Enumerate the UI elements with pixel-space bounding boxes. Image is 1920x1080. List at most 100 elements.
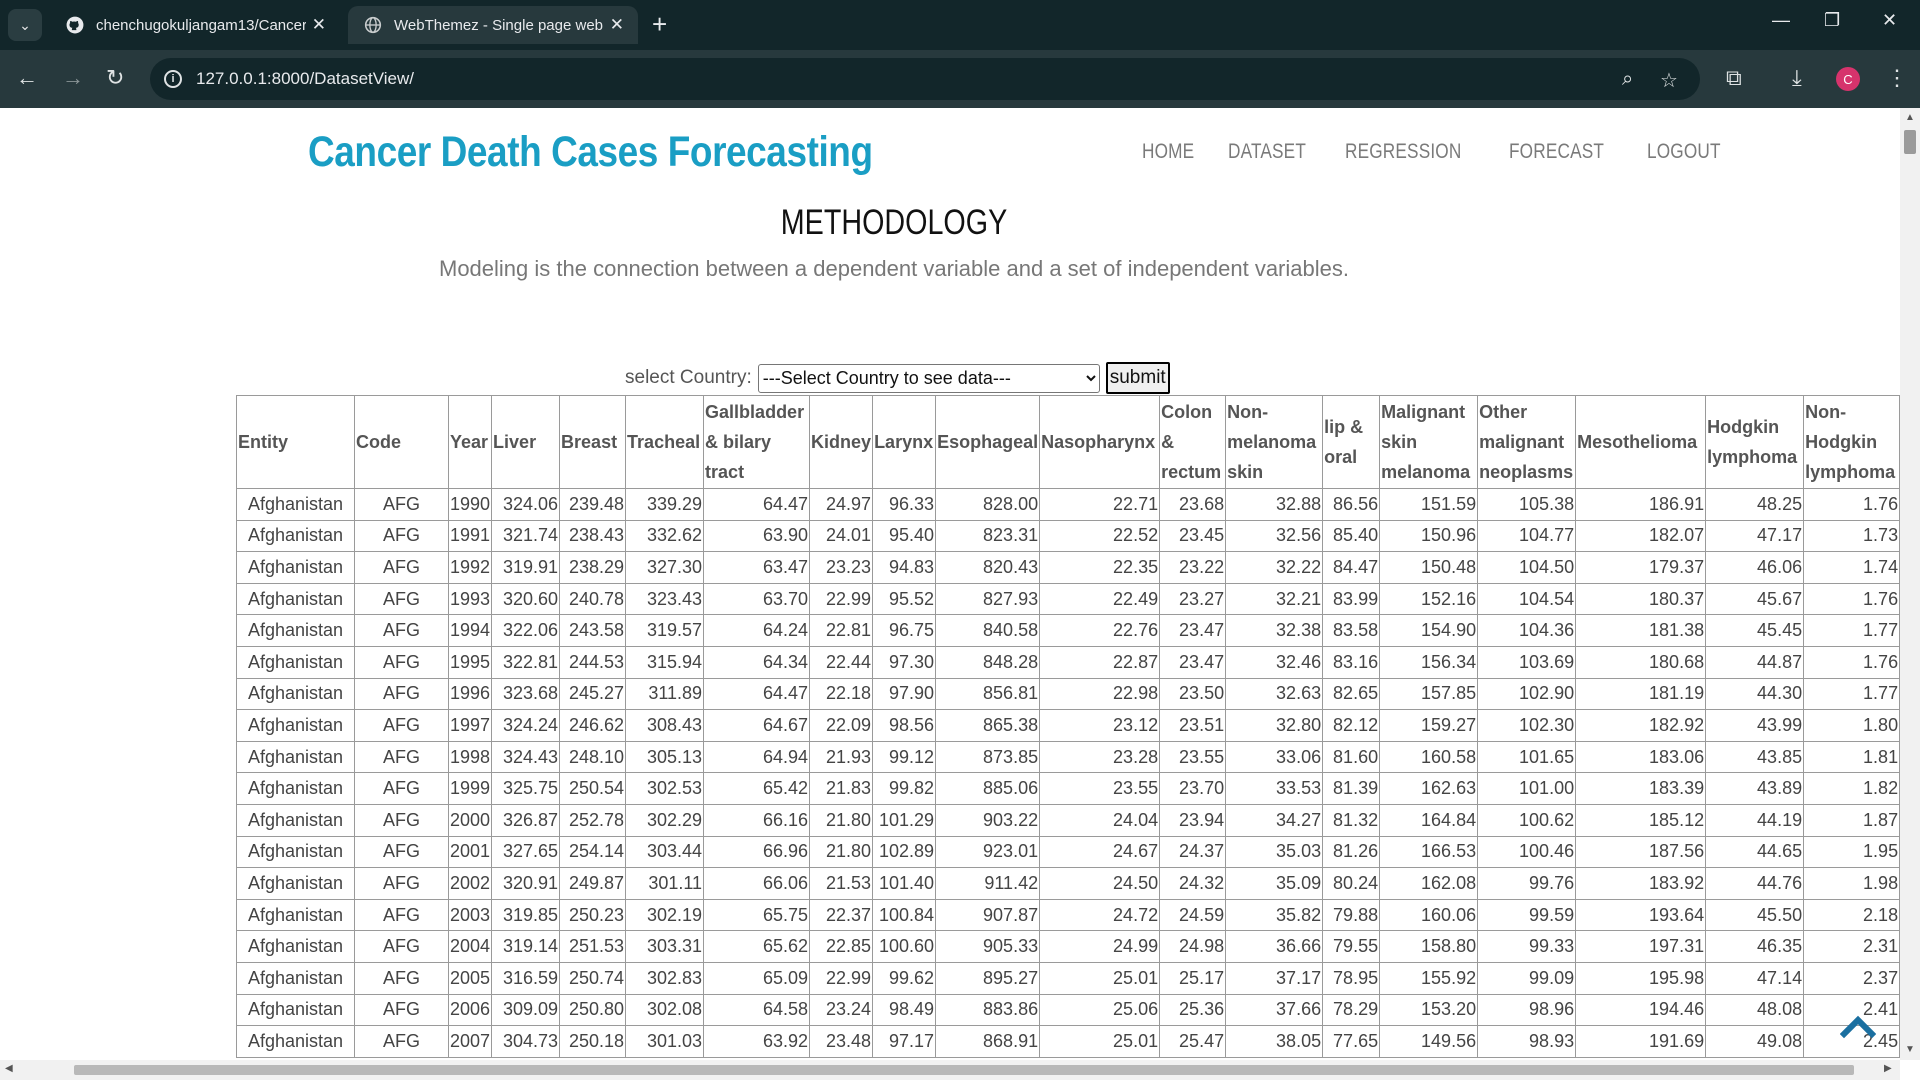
table-cell: 63.70 <box>703 582 811 616</box>
table-cell: 903.22 <box>935 803 1041 837</box>
table-cell: 43.85 <box>1705 740 1805 774</box>
table-cell: 104.54 <box>1477 582 1577 616</box>
table-cell: 36.66 <box>1225 930 1324 963</box>
reload-icon[interactable]: ↻ <box>106 65 125 90</box>
nav-forecast[interactable]: FORECAST <box>1508 140 1605 163</box>
table-cell: 23.45 <box>1159 519 1227 553</box>
close-icon[interactable]: ✕ <box>311 15 326 34</box>
table-cell: 240.78 <box>559 582 627 616</box>
table-cell: 23.50 <box>1159 677 1227 711</box>
table-header-row: Entity Code Year Liver Breast Tracheal Gallbla… <box>236 395 1901 489</box>
tab-search-dropdown-icon[interactable]: ⌄ <box>8 9 42 41</box>
window-close-icon[interactable]: ✕ <box>1882 10 1898 30</box>
table-cell: 79.55 <box>1322 930 1381 963</box>
nav-logout[interactable]: LOGOUT <box>1646 140 1721 163</box>
table-cell: 94.83 <box>872 551 937 584</box>
country-select[interactable]: ---Select Country to see data--- <box>757 363 1100 393</box>
table-cell: 195.98 <box>1575 961 1707 995</box>
table-cell: 243.58 <box>559 614 627 647</box>
table-cell: 315.94 <box>625 645 705 679</box>
table-cell: Afghanistan <box>236 867 355 900</box>
site-brand[interactable]: Cancer Death Cases Forecasting <box>308 128 873 176</box>
table-cell: 22.37 <box>809 898 874 932</box>
minimize-icon[interactable]: — <box>1772 10 1790 30</box>
nav-regression[interactable]: REGRESSION <box>1344 140 1462 163</box>
table-body: Afghanistan AFG 1990 324.06 239.48 339.29 64.4… <box>236 488 1901 1058</box>
table-cell: 1999 <box>447 772 493 805</box>
scroll-right-arrow-icon[interactable]: ▶ <box>1884 1063 1892 1074</box>
address-bar[interactable]: i 127.0.0.1:8000/DatasetView/ ⌕ ☆ <box>150 58 1700 100</box>
country-filter: select Country: ---Select Country to see… <box>625 362 1170 394</box>
extensions-icon[interactable]: ⧉ <box>1726 65 1742 90</box>
table-cell: 22.99 <box>809 961 874 995</box>
table-cell: 101.40 <box>872 867 937 900</box>
table-row: Afghanistan AFG 1995 322.81 244.53 315.94 64.3… <box>236 645 1901 679</box>
table-cell: 22.99 <box>809 582 874 616</box>
table-cell: AFG <box>354 709 449 742</box>
scroll-down-arrow-icon[interactable]: ▼ <box>1905 1044 1915 1055</box>
table-cell: 45.50 <box>1705 898 1805 932</box>
menu-kebab-icon[interactable]: ⋮ <box>1886 65 1908 90</box>
table-cell: 101.65 <box>1477 740 1577 774</box>
table-cell: 183.06 <box>1575 740 1707 774</box>
table-cell: 22.71 <box>1039 488 1161 521</box>
table-cell: 2007 <box>447 1025 493 1058</box>
nav-dataset[interactable]: DATASET <box>1227 140 1306 163</box>
table-cell: 97.17 <box>872 1025 937 1058</box>
table-cell: 99.59 <box>1477 898 1577 932</box>
horizontal-scrollbar[interactable]: ◀ ▶ <box>0 1060 1900 1080</box>
table-cell: Afghanistan <box>236 645 355 679</box>
nav-home[interactable]: HOME <box>1142 140 1195 163</box>
vertical-scroll-thumb[interactable] <box>1904 130 1916 154</box>
table-cell: 158.80 <box>1379 930 1479 963</box>
horizontal-scroll-thumb[interactable] <box>74 1065 1854 1075</box>
table-cell: 302.08 <box>625 993 705 1027</box>
table-cell: 905.33 <box>935 930 1041 963</box>
table-cell: 155.92 <box>1379 961 1479 995</box>
browser-tab-webthemez[interactable]: WebThemez - Single page web ✕ <box>348 6 638 44</box>
restore-icon[interactable]: ❐ <box>1824 10 1841 30</box>
scroll-left-arrow-icon[interactable]: ◀ <box>5 1063 13 1074</box>
table-cell: 923.01 <box>935 835 1041 869</box>
bookmark-star-icon[interactable]: ☆ <box>1660 70 1678 92</box>
table-cell: 325.75 <box>491 772 561 805</box>
table-cell: 32.22 <box>1225 551 1324 584</box>
table-cell: 1994 <box>447 614 493 647</box>
table-cell: 856.81 <box>935 677 1041 711</box>
table-cell: 339.29 <box>625 488 705 521</box>
zoom-icon[interactable]: ⌕ <box>1622 68 1634 90</box>
table-cell: 44.65 <box>1705 835 1805 869</box>
profile-avatar[interactable]: C <box>1836 67 1860 91</box>
table-cell: 23.55 <box>1159 740 1227 774</box>
site-info-icon[interactable]: i <box>164 70 182 88</box>
table-cell: 104.50 <box>1477 551 1577 584</box>
table-cell: 23.48 <box>809 1025 874 1058</box>
close-icon[interactable]: ✕ <box>609 15 624 34</box>
scroll-up-arrow-icon[interactable]: ▲ <box>1905 112 1915 123</box>
table-cell: 64.67 <box>703 709 811 742</box>
table-cell: 1993 <box>447 582 493 616</box>
table-cell: Afghanistan <box>236 930 355 963</box>
table-cell: 823.31 <box>935 519 1041 553</box>
table-cell: 100.62 <box>1477 803 1577 837</box>
table-cell: 97.30 <box>872 645 937 679</box>
table-cell: 250.18 <box>559 1025 627 1058</box>
chevron-up-icon[interactable] <box>1840 1008 1876 1044</box>
download-icon[interactable]: ⤓ <box>1792 65 1802 90</box>
table-cell: 332.62 <box>625 519 705 553</box>
vertical-scrollbar[interactable]: ▲ ▼ <box>1900 108 1920 1060</box>
table-cell: 319.85 <box>491 898 561 932</box>
browser-tab-github[interactable]: chenchugokuljangam13/Cancer ✕ <box>50 6 340 44</box>
new-tab-icon[interactable]: + <box>652 9 668 39</box>
table-cell: 24.99 <box>1039 930 1161 963</box>
table-cell: 2.41 <box>1803 993 1901 1027</box>
table-cell: 828.00 <box>935 488 1041 521</box>
table-cell: 304.73 <box>491 1025 561 1058</box>
table-cell: 1995 <box>447 645 493 679</box>
submit-button[interactable]: submit <box>1105 362 1170 394</box>
table-cell: 22.35 <box>1039 551 1161 584</box>
forward-arrow-icon[interactable]: → <box>62 65 84 90</box>
table-cell: 24.59 <box>1159 898 1227 932</box>
back-arrow-icon[interactable]: ← <box>16 65 38 90</box>
table-cell: 308.43 <box>625 709 705 742</box>
